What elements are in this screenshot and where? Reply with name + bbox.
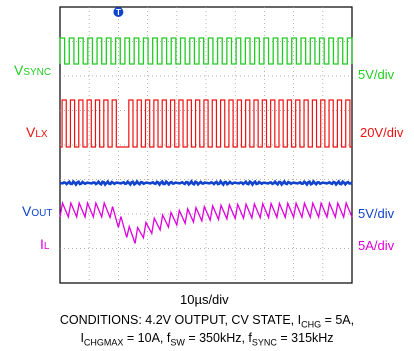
il-trace <box>59 200 353 244</box>
il-label: IL <box>40 236 50 252</box>
trigger-marker: T <box>113 7 124 17</box>
conditions-caption-line1: CONDITIONS: 4.2V OUTPUT, CV STATE, ICHG … <box>59 313 355 330</box>
vlx-label: VLX <box>26 124 48 140</box>
trigger-marker-label: T <box>116 8 121 17</box>
vout-label: VOUT <box>22 203 53 219</box>
vout-trace <box>59 179 353 187</box>
x-axis-label: 10µs/div <box>180 292 229 307</box>
conditions-caption-line2: ICHGMAX = 10A, fSW = 350kHz, fSYNC = 315… <box>80 331 334 348</box>
vsync-trace <box>59 37 353 65</box>
trigger-marker-dot <box>113 7 124 17</box>
vout-scale: 5V/div <box>358 206 395 221</box>
vlx-scale: 20V/div <box>360 125 404 140</box>
il-scale: 5A/div <box>358 238 395 253</box>
vsync-scale: 5V/div <box>358 67 395 82</box>
traces <box>59 37 353 244</box>
vsync-label: VSYNC <box>14 62 52 78</box>
vlx-trace <box>60 99 352 148</box>
